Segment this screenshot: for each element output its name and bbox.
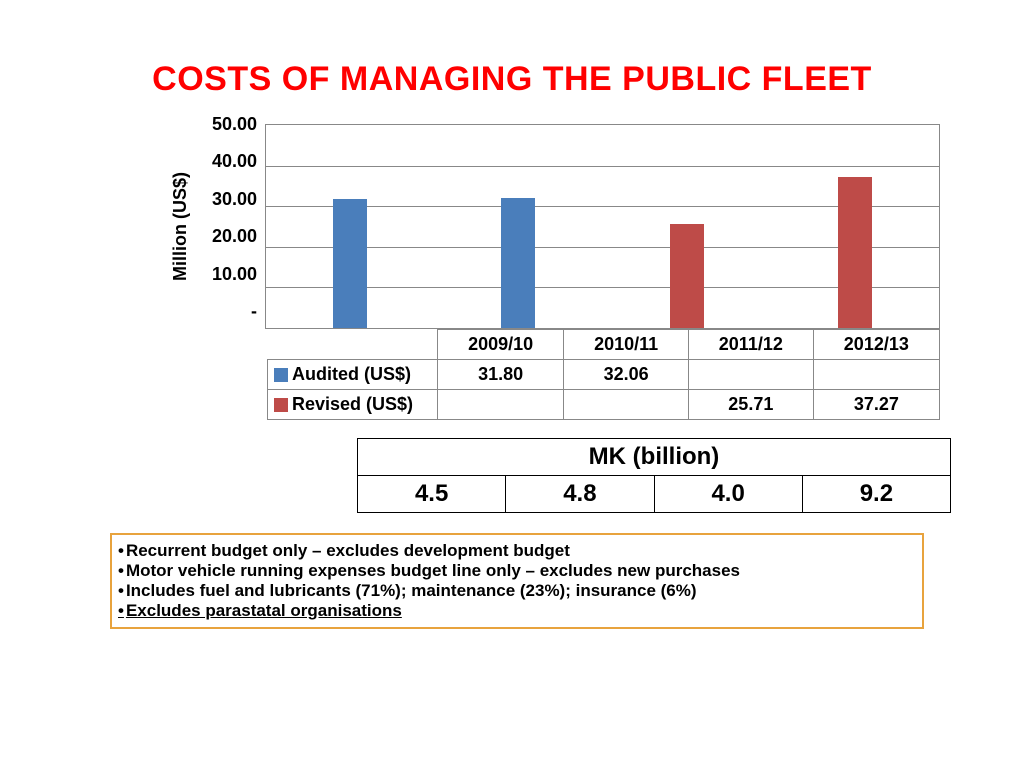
- data-cell: [813, 360, 939, 390]
- bars-container: [266, 125, 939, 328]
- data-table-wrap: 2009/10 2010/11 2011/12 2012/13 Audited …: [267, 329, 940, 420]
- legend-swatch-revised: [274, 398, 288, 412]
- table-row-revised: Revised (US$) 25.71 37.27: [268, 390, 940, 420]
- series-name: Revised (US$): [292, 394, 413, 414]
- mk-header-row: MK (billion): [358, 439, 951, 476]
- plot-region: [265, 124, 940, 329]
- mk-cell: 4.0: [654, 476, 802, 513]
- y-tick: 10.00: [195, 265, 257, 283]
- notes-box: Recurrent budget only – excludes develop…: [110, 533, 924, 629]
- y-tick: -: [195, 302, 257, 320]
- series-header-audited: Audited (US$): [268, 360, 438, 390]
- mk-cell: 4.8: [506, 476, 654, 513]
- chart-container: Million (US$) 50.00 40.00 30.00 20.00 10…: [170, 124, 940, 420]
- y-tick: 20.00: [195, 227, 257, 245]
- series-header-revised: Revised (US$): [268, 390, 438, 420]
- mk-cell: 9.2: [802, 476, 950, 513]
- mk-table: MK (billion) 4.5 4.8 4.0 9.2: [357, 438, 951, 513]
- data-cell: 25.71: [688, 390, 813, 420]
- notes-list: Recurrent budget only – excludes develop…: [118, 541, 912, 621]
- page-title: COSTS OF MANAGING THE PUBLIC FLEET: [40, 60, 984, 99]
- category-cell: 2012/13: [813, 330, 939, 360]
- bar: [838, 177, 872, 328]
- series-name: Audited (US$): [292, 364, 411, 384]
- category-cell: 2010/11: [564, 330, 689, 360]
- bar-slot: [603, 125, 771, 328]
- data-cell: 37.27: [813, 390, 939, 420]
- category-cell: 2009/10: [438, 330, 564, 360]
- note-item: Excludes parastatal organisations: [118, 601, 912, 621]
- chart-data-table: 2009/10 2010/11 2011/12 2012/13 Audited …: [267, 329, 940, 420]
- data-cell: 31.80: [438, 360, 564, 390]
- mk-cell: 4.5: [358, 476, 506, 513]
- note-item: Includes fuel and lubricants (71%); main…: [118, 581, 912, 601]
- y-tick: 30.00: [195, 190, 257, 208]
- data-cell: [688, 360, 813, 390]
- y-tick: 40.00: [195, 152, 257, 170]
- bar: [333, 199, 367, 328]
- mk-values-row: 4.5 4.8 4.0 9.2: [358, 476, 951, 513]
- note-item: Recurrent budget only – excludes develop…: [118, 541, 912, 561]
- chart-plot-area: Million (US$) 50.00 40.00 30.00 20.00 10…: [170, 124, 940, 329]
- table-row-audited: Audited (US$) 31.80 32.06: [268, 360, 940, 390]
- table-corner: [268, 330, 438, 360]
- bar: [501, 198, 535, 328]
- bar-slot: [771, 125, 939, 328]
- data-cell: 32.06: [564, 360, 689, 390]
- bar-slot: [266, 125, 434, 328]
- table-row-categories: 2009/10 2010/11 2011/12 2012/13: [268, 330, 940, 360]
- data-cell: [438, 390, 564, 420]
- y-axis-label: Million (US$): [170, 172, 191, 281]
- mk-header: MK (billion): [358, 439, 951, 476]
- bar: [670, 224, 704, 328]
- note-item: Motor vehicle running expenses budget li…: [118, 561, 912, 581]
- bar-slot: [434, 125, 602, 328]
- y-tick: 50.00: [195, 115, 257, 133]
- category-cell: 2011/12: [688, 330, 813, 360]
- legend-swatch-audited: [274, 368, 288, 382]
- y-axis-ticks: 50.00 40.00 30.00 20.00 10.00 -: [195, 124, 265, 329]
- data-cell: [564, 390, 689, 420]
